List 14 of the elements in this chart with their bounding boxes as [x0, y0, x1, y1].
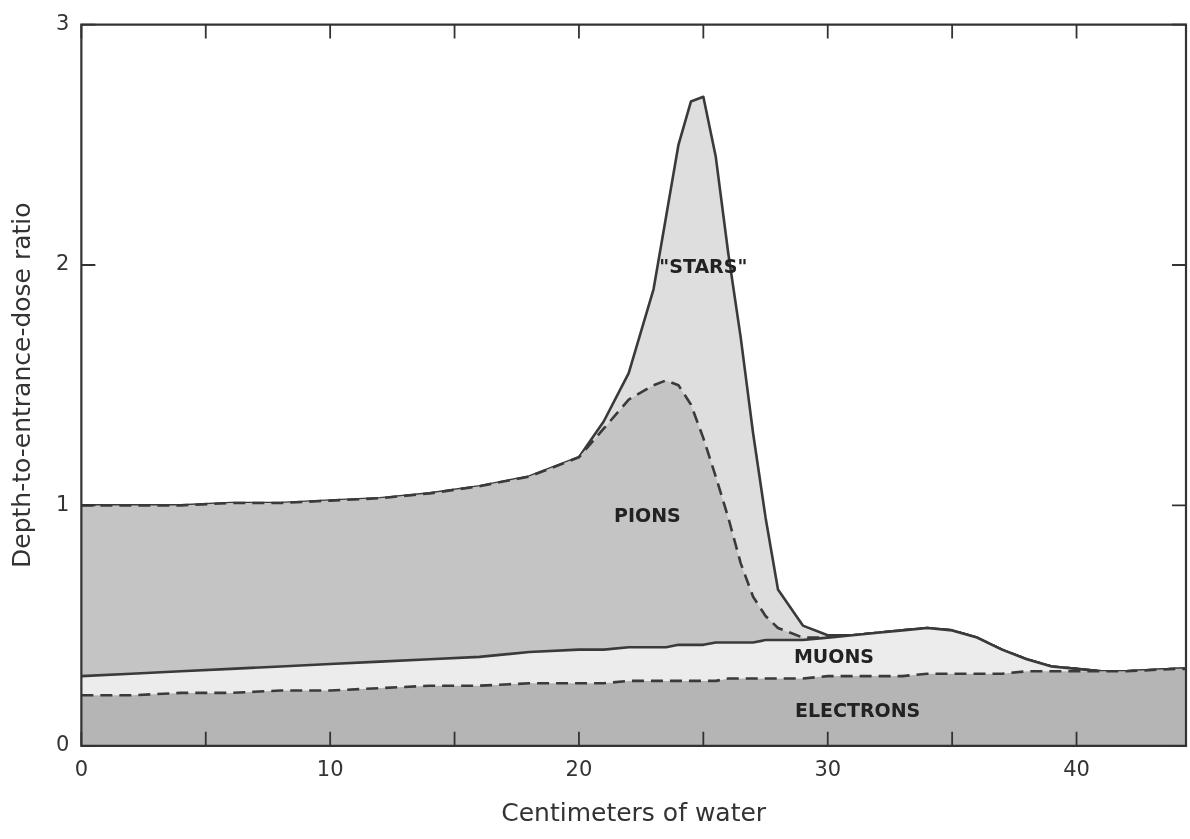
series-label: ELECTRONS: [794, 698, 921, 721]
y-tick-label: 0: [55, 732, 70, 757]
x-tick-label: 30: [814, 756, 842, 781]
x-tick-label: 40: [1063, 756, 1090, 781]
x-axis-title: Centimeters of water: [501, 797, 767, 827]
y-tick-label: 3: [55, 11, 70, 36]
x-tick-label: 10: [316, 756, 344, 781]
x-tick-label: 20: [565, 756, 593, 781]
series-label: PIONS: [614, 504, 681, 527]
y-tick-label: 1: [55, 491, 70, 516]
y-tick-label: 2: [55, 251, 70, 276]
series-label: MUONS: [793, 644, 874, 667]
x-tick-label: 0: [74, 756, 89, 781]
y-axis-title: Depth-to-entrance-dose ratio: [6, 202, 36, 568]
